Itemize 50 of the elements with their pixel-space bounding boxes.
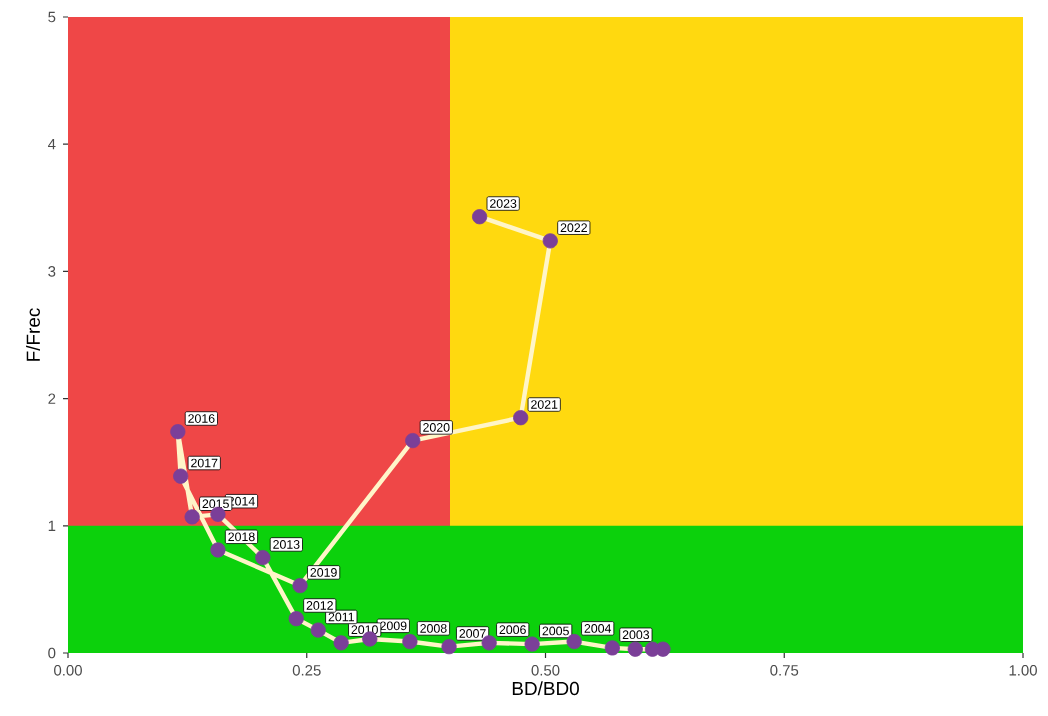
annotation: 2006	[499, 625, 526, 635]
point	[288, 611, 304, 627]
annotation: 2021	[531, 400, 558, 409]
x-tick-label: 0.25	[292, 665, 321, 676]
annotation: 2019	[310, 568, 337, 577]
annotation: 2023	[490, 199, 517, 208]
y-tick-label: 0	[48, 647, 56, 659]
point	[405, 432, 421, 449]
y-tick-label: 5	[48, 11, 56, 23]
annotation: 2017	[191, 458, 218, 468]
y-tick-label: 1	[48, 520, 56, 531]
point	[292, 577, 308, 594]
x-tick-label: 0.75	[770, 665, 799, 676]
annotation: 2020	[423, 423, 450, 432]
x-axis-title: BD/BD0	[512, 681, 579, 696]
point	[524, 636, 540, 652]
annotation: 2004	[584, 624, 612, 633]
point	[542, 233, 558, 249]
x-tick-label: 0.50	[531, 665, 560, 676]
y-axis-title: F/Frec	[26, 308, 40, 361]
point	[513, 410, 529, 426]
annotation: 2008	[420, 624, 447, 633]
point	[627, 641, 643, 657]
y-tick-label: 4	[47, 139, 56, 150]
point	[604, 640, 620, 656]
point	[310, 622, 326, 638]
point	[472, 209, 488, 225]
point	[255, 550, 271, 566]
point	[402, 633, 418, 650]
x-tick-label: 0.00	[54, 665, 82, 676]
annotation: 2003	[622, 630, 650, 640]
point	[184, 509, 200, 525]
point	[441, 639, 457, 655]
point	[170, 424, 186, 440]
y-tick-label: 3	[48, 266, 56, 277]
annotation: 2012	[306, 601, 333, 610]
point	[173, 468, 189, 484]
annotation: 2009	[380, 621, 407, 631]
annotation: 2015	[202, 499, 229, 509]
annotation: 2018	[228, 532, 255, 542]
annotation: 2005	[542, 626, 569, 636]
y-tick-label: 2	[48, 393, 56, 404]
point	[210, 542, 226, 558]
x-tick-label: 1.00	[1009, 665, 1037, 676]
annotation: 2022	[560, 223, 587, 233]
annotation: 2011	[328, 612, 354, 622]
annotation: 2013	[273, 540, 300, 549]
annotation: 2007	[459, 629, 486, 638]
point	[333, 635, 349, 651]
annotation: 2016	[188, 414, 215, 423]
